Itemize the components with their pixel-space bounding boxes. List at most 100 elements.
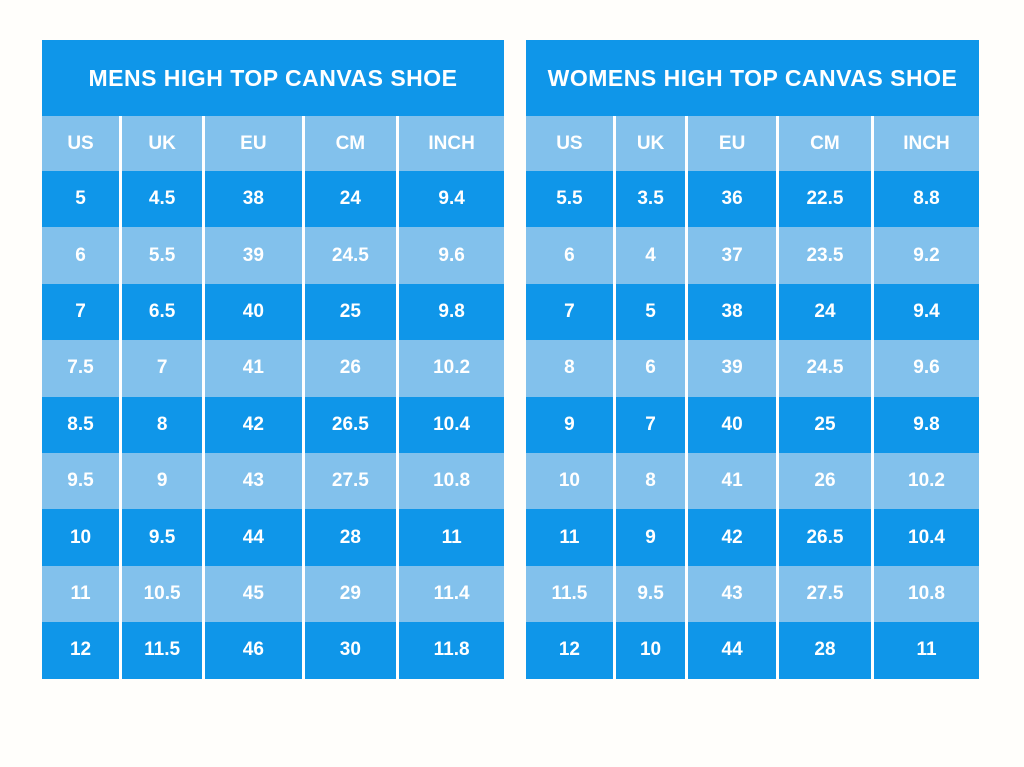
cell: 24.5 <box>301 227 398 284</box>
table-row: 10 8 41 26 10.2 <box>526 452 979 510</box>
cell: 10.8 <box>871 565 979 623</box>
mens-table: US UK EU CM INCH 5 4.5 38 24 9.4 6 5.5 3… <box>42 116 504 679</box>
table-row: 9.5 9 43 27.5 10.8 <box>42 452 504 510</box>
cell: 9.8 <box>396 283 504 341</box>
cell: 8 <box>526 340 615 397</box>
cell: 9.6 <box>396 227 504 284</box>
cell: 38 <box>202 171 304 228</box>
cell: 9 <box>526 396 615 453</box>
mens-header-eu: EU <box>202 116 304 171</box>
cell: 10.4 <box>396 396 504 453</box>
cell: 25 <box>301 283 398 341</box>
table-row: 11 10.5 45 29 11.4 <box>42 565 504 623</box>
cell: 8 <box>612 452 687 510</box>
table-row: 11 9 42 26.5 10.4 <box>526 509 979 566</box>
cell: 5 <box>612 283 687 341</box>
cell: 39 <box>202 227 304 284</box>
mens-header-inch: INCH <box>396 116 504 171</box>
table-row: 7.5 7 41 26 10.2 <box>42 340 504 397</box>
cell: 10 <box>526 452 615 510</box>
table-row: 6 4 37 23.5 9.2 <box>526 227 979 284</box>
cell: 9.5 <box>612 565 687 623</box>
cell: 9 <box>119 452 204 510</box>
table-row: 5.5 3.5 36 22.5 8.8 <box>526 171 979 228</box>
cell: 10.2 <box>871 452 979 510</box>
cell: 7 <box>42 283 121 341</box>
table-row: 12 10 44 28 11 <box>526 622 979 679</box>
table-row: 7 5 38 24 9.4 <box>526 283 979 341</box>
cell: 22.5 <box>775 171 873 228</box>
cell: 45 <box>202 565 304 623</box>
table-row: 7 6.5 40 25 9.8 <box>42 283 504 341</box>
cell: 9.8 <box>871 396 979 453</box>
cell: 24 <box>775 283 873 341</box>
womens-header-row: US UK EU CM INCH <box>526 116 979 171</box>
womens-size-chart: WOMENS HIGH TOP CANVAS SHOE US UK EU CM … <box>526 40 979 679</box>
cell: 28 <box>775 622 873 679</box>
cell: 7 <box>612 396 687 453</box>
table-row: 5 4.5 38 24 9.4 <box>42 171 504 228</box>
cell: 39 <box>685 340 778 397</box>
cell: 7 <box>526 283 615 341</box>
cell: 11.8 <box>396 622 504 679</box>
table-row: 12 11.5 46 30 11.8 <box>42 622 504 679</box>
cell: 5.5 <box>526 171 615 228</box>
cell: 11 <box>526 509 615 566</box>
table-row: 6 5.5 39 24.5 9.6 <box>42 227 504 284</box>
table-row: 11.5 9.5 43 27.5 10.8 <box>526 565 979 623</box>
cell: 9 <box>612 509 687 566</box>
cell: 9.6 <box>871 340 979 397</box>
cell: 5 <box>42 171 121 228</box>
womens-header-uk: UK <box>612 116 687 171</box>
cell: 43 <box>202 452 304 510</box>
cell: 10.8 <box>396 452 504 510</box>
cell: 8.5 <box>42 396 121 453</box>
mens-header-row: US UK EU CM INCH <box>42 116 504 171</box>
table-row: 8 6 39 24.5 9.6 <box>526 340 979 397</box>
cell: 9.4 <box>871 283 979 341</box>
cell: 42 <box>685 509 778 566</box>
cell: 30 <box>301 622 398 679</box>
cell: 11 <box>396 509 504 566</box>
cell: 36 <box>685 171 778 228</box>
cell: 28 <box>301 509 398 566</box>
cell: 26 <box>301 340 398 397</box>
cell: 8.8 <box>871 171 979 228</box>
cell: 6 <box>42 227 121 284</box>
cell: 10.2 <box>396 340 504 397</box>
womens-table-title: WOMENS HIGH TOP CANVAS SHOE <box>526 40 979 116</box>
cell: 11 <box>871 622 979 679</box>
cell: 10 <box>42 509 121 566</box>
cell: 43 <box>685 565 778 623</box>
cell: 10.5 <box>119 565 204 623</box>
womens-header-eu: EU <box>685 116 778 171</box>
cell: 11.5 <box>119 622 204 679</box>
cell: 11.4 <box>396 565 504 623</box>
cell: 40 <box>202 283 304 341</box>
cell: 27.5 <box>775 565 873 623</box>
cell: 4.5 <box>119 171 204 228</box>
cell: 6.5 <box>119 283 204 341</box>
womens-header-inch: INCH <box>871 116 979 171</box>
cell: 44 <box>685 622 778 679</box>
cell: 10 <box>612 622 687 679</box>
table-row: 8.5 8 42 26.5 10.4 <box>42 396 504 453</box>
cell: 9.5 <box>42 452 121 510</box>
cell: 29 <box>301 565 398 623</box>
cell: 9.4 <box>396 171 504 228</box>
cell: 42 <box>202 396 304 453</box>
cell: 26 <box>775 452 873 510</box>
cell: 27.5 <box>301 452 398 510</box>
cell: 38 <box>685 283 778 341</box>
mens-header-cm: CM <box>301 116 398 171</box>
womens-header-cm: CM <box>775 116 873 171</box>
cell: 24 <box>301 171 398 228</box>
cell: 11 <box>42 565 121 623</box>
cell: 9.5 <box>119 509 204 566</box>
cell: 6 <box>526 227 615 284</box>
cell: 10.4 <box>871 509 979 566</box>
cell: 26.5 <box>775 509 873 566</box>
cell: 6 <box>612 340 687 397</box>
cell: 23.5 <box>775 227 873 284</box>
cell: 12 <box>526 622 615 679</box>
